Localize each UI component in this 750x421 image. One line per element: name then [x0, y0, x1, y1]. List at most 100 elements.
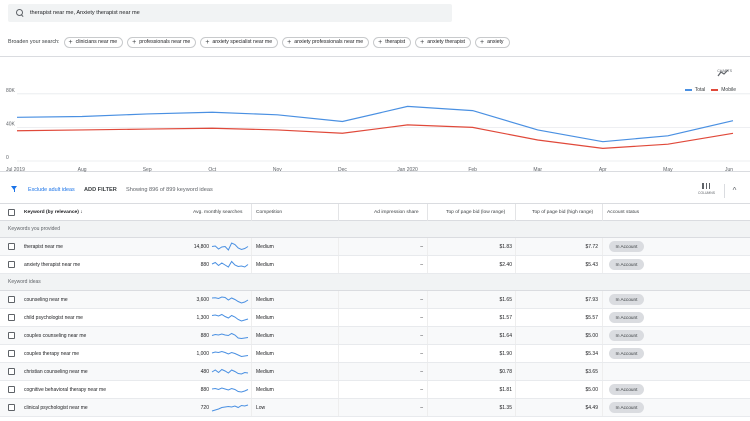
select-all-checkbox[interactable] [8, 209, 15, 216]
broaden-chip[interactable]: + anxiety professionals near me [282, 36, 370, 48]
searches-cell: 880 [200, 262, 209, 268]
sparkline-path [211, 350, 249, 358]
broaden-chip[interactable]: + anxiety [474, 36, 510, 48]
sparkline-path [211, 387, 249, 393]
chart-legend: Total Mobile [679, 87, 736, 93]
y-tick-label: 0 [6, 155, 9, 161]
table-row[interactable]: christian counseling near me 480 Medium – $0… [0, 363, 750, 381]
broaden-chip[interactable]: + therapist [373, 36, 412, 48]
trend-sparkline [211, 387, 249, 393]
row-checkbox[interactable] [8, 332, 15, 339]
impression-cell: – [420, 297, 423, 303]
impression-cell: – [420, 244, 423, 250]
row-checkbox[interactable] [8, 386, 15, 393]
header-searches[interactable]: Avg. monthly searches [193, 210, 243, 215]
columns-button[interactable]: COLUMNS [698, 183, 715, 195]
broaden-chip[interactable]: + professionals near me [127, 36, 197, 48]
header-impression[interactable]: Ad impression share [374, 210, 419, 215]
header-competition[interactable]: Competition [256, 210, 283, 215]
table-row[interactable]: anxiety therapist near me 880 Medium – $2.40… [0, 256, 750, 274]
keyword-cell: child psychologist near me [24, 315, 83, 321]
table-row[interactable]: cognitive behavioral therapy near me 880 M… [0, 381, 750, 399]
showing-count: Showing 896 of 899 keyword ideas [126, 187, 213, 193]
series-line-mobile [16, 124, 734, 150]
status-badge: In Account [609, 294, 644, 305]
trend-sparkline [211, 332, 249, 340]
bid-low-cell: $1.64 [499, 333, 512, 339]
table-row[interactable]: clinical psychologist near me 720 Low – $1.3… [0, 399, 750, 417]
trend-sparkline [211, 296, 249, 304]
plus-icon: + [479, 38, 485, 46]
chip-label: anxiety therapist [427, 39, 465, 45]
keyword-table: Keyword (by relevance) ↓ Avg. monthly se… [0, 203, 750, 417]
sparkline-path [211, 242, 249, 251]
bid-high-cell: $5.00 [585, 333, 598, 339]
row-checkbox[interactable] [8, 296, 15, 303]
broaden-chip[interactable]: + anxiety specialist near me [200, 36, 279, 48]
competition-cell: Medium [256, 244, 274, 250]
keyword-cell: counseling near me [24, 297, 68, 303]
exclude-adult-ideas-link[interactable]: Exclude adult ideas [28, 187, 75, 193]
broaden-chip[interactable]: + clinicians near me [63, 36, 124, 48]
competition-cell: Medium [256, 262, 274, 268]
section-provided: Keywords you provided [0, 221, 750, 238]
searches-cell: 880 [200, 333, 209, 339]
section-ideas: Keyword ideas [0, 274, 750, 291]
impression-cell: – [420, 405, 423, 411]
bid-low-cell: $1.83 [499, 244, 512, 250]
x-tick-label: May [663, 167, 673, 173]
chip-label: professionals near me [139, 39, 191, 45]
header-status[interactable]: Account status [607, 210, 640, 215]
competition-cell: Medium [256, 351, 274, 357]
row-checkbox[interactable] [8, 314, 15, 321]
row-checkbox[interactable] [8, 350, 15, 357]
row-checkbox[interactable] [8, 243, 15, 250]
row-checkbox[interactable] [8, 368, 15, 375]
bid-low-cell: $1.90 [499, 351, 512, 357]
impression-cell: – [420, 351, 423, 357]
status-badge: In Account [609, 384, 644, 395]
table-row[interactable]: counseling near me 3,600 Medium – $1.65 $7.93… [0, 291, 750, 309]
keyword-cell: couples therapy near me [24, 351, 80, 357]
table-row[interactable]: child psychologist near me 1,300 Medium – $1… [0, 309, 750, 327]
searches-cell: 1,000 [196, 351, 209, 357]
rows-provided: therapist near me 14,800 Medium – $1.83 $7.72… [0, 238, 750, 274]
broaden-chip[interactable]: + anxiety therapist [415, 36, 471, 48]
plus-icon: + [420, 38, 425, 46]
bid-low-cell: $1.65 [499, 297, 512, 303]
add-filter-button[interactable]: ADD FILTER [84, 187, 117, 193]
charts-button[interactable]: CHARTS [717, 69, 732, 77]
chip-label: anxiety [487, 39, 504, 45]
bid-high-cell: $4.49 [585, 405, 598, 411]
header-bid-low[interactable]: Top of page bid (low range) [446, 210, 506, 215]
bid-high-cell: $5.57 [585, 315, 598, 321]
searches-cell: 720 [200, 405, 209, 411]
sparkline-path [211, 368, 249, 375]
sparkline-path [211, 260, 249, 268]
trend-sparkline [211, 404, 249, 412]
keyword-cell: couples counseling near me [24, 333, 87, 339]
collapse-chevron-icon[interactable]: ^ [724, 184, 744, 198]
header-bid-high[interactable]: Top of page bid (high range) [532, 210, 594, 215]
trend-chart-svg: 80K 40K 0 Jul 2019 Aug Sep Oct Nov Dec Jan 2020 Fe… [6, 88, 750, 173]
table-row[interactable]: therapist near me 14,800 Medium – $1.83 $7.72… [0, 238, 750, 256]
table-header: Keyword (by relevance) ↓ Avg. monthly se… [0, 203, 750, 221]
trend-sparkline [211, 368, 249, 375]
bid-low-cell: $1.81 [499, 387, 512, 393]
search-bar[interactable]: therapist near me, Anxiety therapist nea… [8, 4, 452, 22]
legend-swatch-mobile [711, 89, 719, 91]
status-badge: In Account [609, 330, 644, 341]
impression-cell: – [420, 369, 423, 375]
row-checkbox[interactable] [8, 261, 15, 268]
chip-label: anxiety specialist near me [212, 39, 273, 45]
row-checkbox[interactable] [8, 404, 15, 411]
filter-funnel-icon[interactable] [11, 186, 17, 190]
charts-label: CHARTS [717, 69, 732, 73]
table-row[interactable]: couples counseling near me 880 Medium – $1.6… [0, 327, 750, 345]
header-keyword[interactable]: Keyword (by relevance) ↓ [24, 210, 83, 215]
x-tick-label: Mar [533, 167, 542, 173]
bid-high-cell: $5.00 [585, 387, 598, 393]
table-row[interactable]: couples therapy near me 1,000 Medium – $1.90… [0, 345, 750, 363]
search-query[interactable]: therapist near me, Anxiety therapist nea… [30, 10, 140, 16]
plus-icon: + [378, 38, 383, 46]
